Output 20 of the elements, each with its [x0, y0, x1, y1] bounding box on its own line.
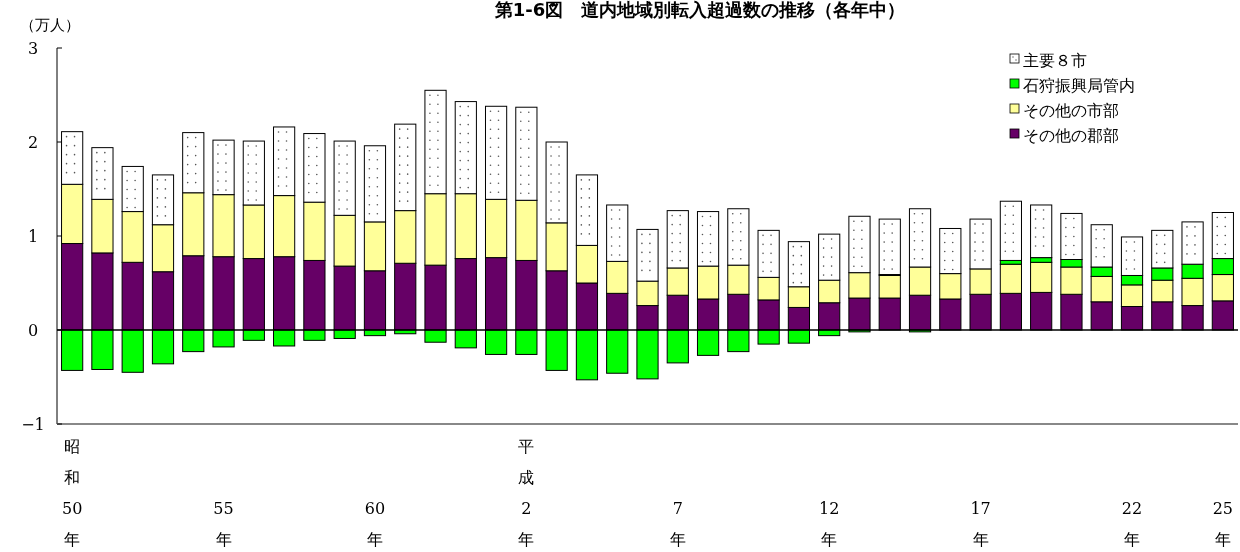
x-tick-label: 7年 [669, 499, 686, 549]
x-tick-label: 17年 [970, 499, 991, 549]
x-tick-label: 昭和50年 [61, 437, 83, 549]
x-tick-label: 60年 [364, 499, 386, 549]
y-tick-label: −1 [21, 414, 45, 434]
legend-label: 石狩振興局管内 [1023, 75, 1135, 95]
x-tick-label: 22年 [1121, 499, 1143, 549]
chart-title: 第1-6図 道内地域別転入超過数の推移（各年中） [493, 0, 906, 20]
x-tick-label: 12年 [819, 499, 840, 549]
y-tick-label: 2 [27, 132, 39, 152]
x-tick-label: 平成2年 [518, 437, 535, 549]
y-axis-title: （万人） [20, 16, 80, 34]
legend-label: その他の市部 [1023, 100, 1119, 120]
legend-label: その他の郡部 [1023, 125, 1119, 145]
legend-label: 主要８市 [1023, 50, 1087, 70]
x-tick-label: 25年 [1212, 499, 1234, 549]
y-tick-label: 3 [27, 38, 39, 58]
y-tick-label: 1 [27, 226, 39, 246]
x-tick-label: 55年 [213, 499, 234, 549]
y-tick-label: 0 [27, 320, 39, 340]
